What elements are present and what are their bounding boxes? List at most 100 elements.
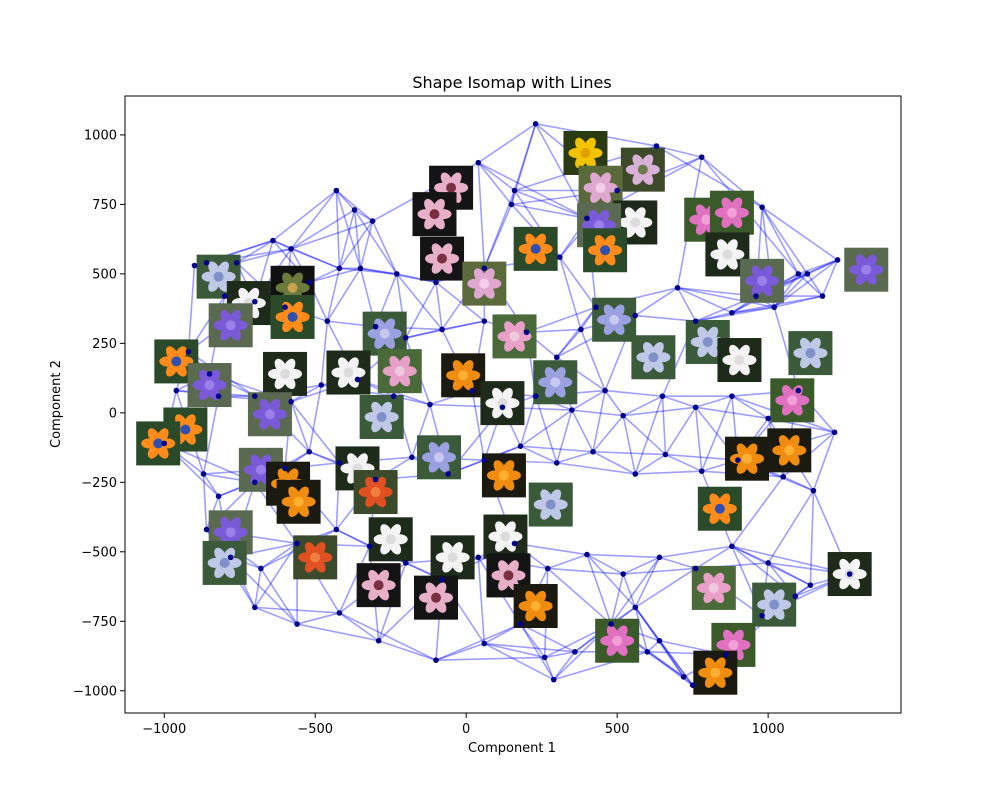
- data-point: [517, 621, 524, 627]
- bird-of-paradise-flower-image: [583, 228, 628, 273]
- edge-line: [807, 259, 838, 275]
- edge-line: [353, 209, 398, 275]
- data-point: [409, 454, 415, 461]
- edge-line: [586, 554, 612, 625]
- edge-line: [767, 490, 815, 564]
- edge-line: [635, 470, 702, 475]
- data-point: [252, 479, 258, 486]
- globe-thistle-flower-image: [528, 482, 573, 527]
- data-point: [620, 412, 627, 419]
- data-point: [656, 637, 663, 644]
- edge-line: [605, 389, 663, 397]
- edge-line: [519, 623, 555, 681]
- data-point: [632, 471, 639, 477]
- purple-flower-image: [238, 447, 283, 492]
- data-point: [282, 304, 288, 311]
- orange-flower-image: [276, 479, 321, 524]
- edge-line: [622, 395, 663, 417]
- edge-line: [610, 556, 661, 625]
- edge-line: [634, 606, 694, 686]
- edge-line: [272, 239, 340, 270]
- data-point: [336, 610, 343, 616]
- edge-line: [610, 573, 624, 625]
- white-orchid-flower-image: [430, 535, 475, 580]
- data-point: [221, 293, 228, 299]
- data-point: [653, 143, 660, 149]
- edge-line: [534, 123, 588, 219]
- globe-thistle-flower-image: [631, 335, 676, 380]
- white-orchid-flower-image: [368, 517, 413, 562]
- edge-line: [731, 295, 823, 314]
- edge-line: [339, 267, 397, 275]
- data-point: [674, 284, 681, 291]
- edge-line: [360, 267, 397, 275]
- edge-line: [308, 384, 323, 452]
- slipper-orchid-flower-image: [420, 236, 465, 281]
- data-point: [324, 318, 331, 324]
- edge-line: [511, 203, 588, 220]
- data-point: [427, 401, 433, 408]
- orange-flower-image: [767, 428, 812, 473]
- y-tick-label: −500: [81, 545, 117, 560]
- edge-line: [622, 556, 660, 575]
- edge-line: [661, 396, 667, 455]
- edge-line: [812, 432, 836, 491]
- data-point: [203, 526, 210, 533]
- data-point: [511, 187, 518, 194]
- bird-of-paradise-flower-image: [697, 486, 742, 531]
- edge-line: [586, 554, 636, 608]
- data-point: [206, 371, 213, 377]
- edge-line: [354, 209, 374, 222]
- y-tick-label: 250: [92, 337, 117, 352]
- x-tick-label: 1000: [752, 722, 785, 737]
- edge-line: [520, 445, 594, 453]
- edge-line: [254, 481, 298, 544]
- pink-hibiscus-flower-image: [770, 378, 815, 423]
- data-point: [294, 540, 300, 547]
- edge-line: [338, 220, 374, 269]
- data-point: [499, 404, 506, 411]
- edge-line: [634, 606, 661, 642]
- edge-line: [254, 568, 262, 608]
- white-orchid-flower-image: [705, 232, 750, 277]
- data-point: [288, 398, 294, 405]
- data-point: [475, 159, 482, 166]
- edge-line: [797, 273, 824, 297]
- edge-line: [556, 409, 573, 464]
- edge-line: [290, 209, 355, 250]
- chart-title: Shape Isomap with Lines: [412, 73, 611, 92]
- data-point: [306, 279, 312, 286]
- y-tick-label: −1000: [73, 684, 117, 699]
- data-point: [439, 326, 445, 333]
- y-tick-label: 500: [92, 267, 117, 282]
- data-point: [369, 218, 376, 224]
- data-point: [318, 382, 325, 388]
- data-point: [469, 387, 476, 394]
- data-point: [572, 649, 578, 655]
- data-point: [608, 621, 614, 627]
- edge-line: [484, 642, 575, 653]
- data-point: [475, 554, 482, 561]
- data-point: [481, 265, 488, 272]
- data-point: [780, 473, 787, 480]
- data-point: [173, 387, 180, 394]
- edge-line: [335, 189, 374, 222]
- data-point: [282, 465, 288, 472]
- edge-line: [520, 623, 576, 653]
- edge-line: [806, 273, 824, 297]
- edge-line: [260, 568, 298, 625]
- data-point: [270, 237, 276, 244]
- edge-line: [378, 639, 437, 661]
- data-point: [227, 554, 234, 561]
- edge-line: [338, 209, 356, 269]
- edge-line: [338, 612, 380, 642]
- bird-of-paradise-flower-image: [136, 421, 181, 466]
- edge-line: [556, 450, 594, 464]
- edge-line: [272, 189, 337, 242]
- edge-line: [761, 206, 800, 275]
- data-point: [215, 493, 222, 500]
- pink-flower-image: [691, 565, 736, 610]
- edge-line: [326, 268, 341, 322]
- plot-frame: [124, 95, 902, 714]
- edge-line: [335, 190, 341, 269]
